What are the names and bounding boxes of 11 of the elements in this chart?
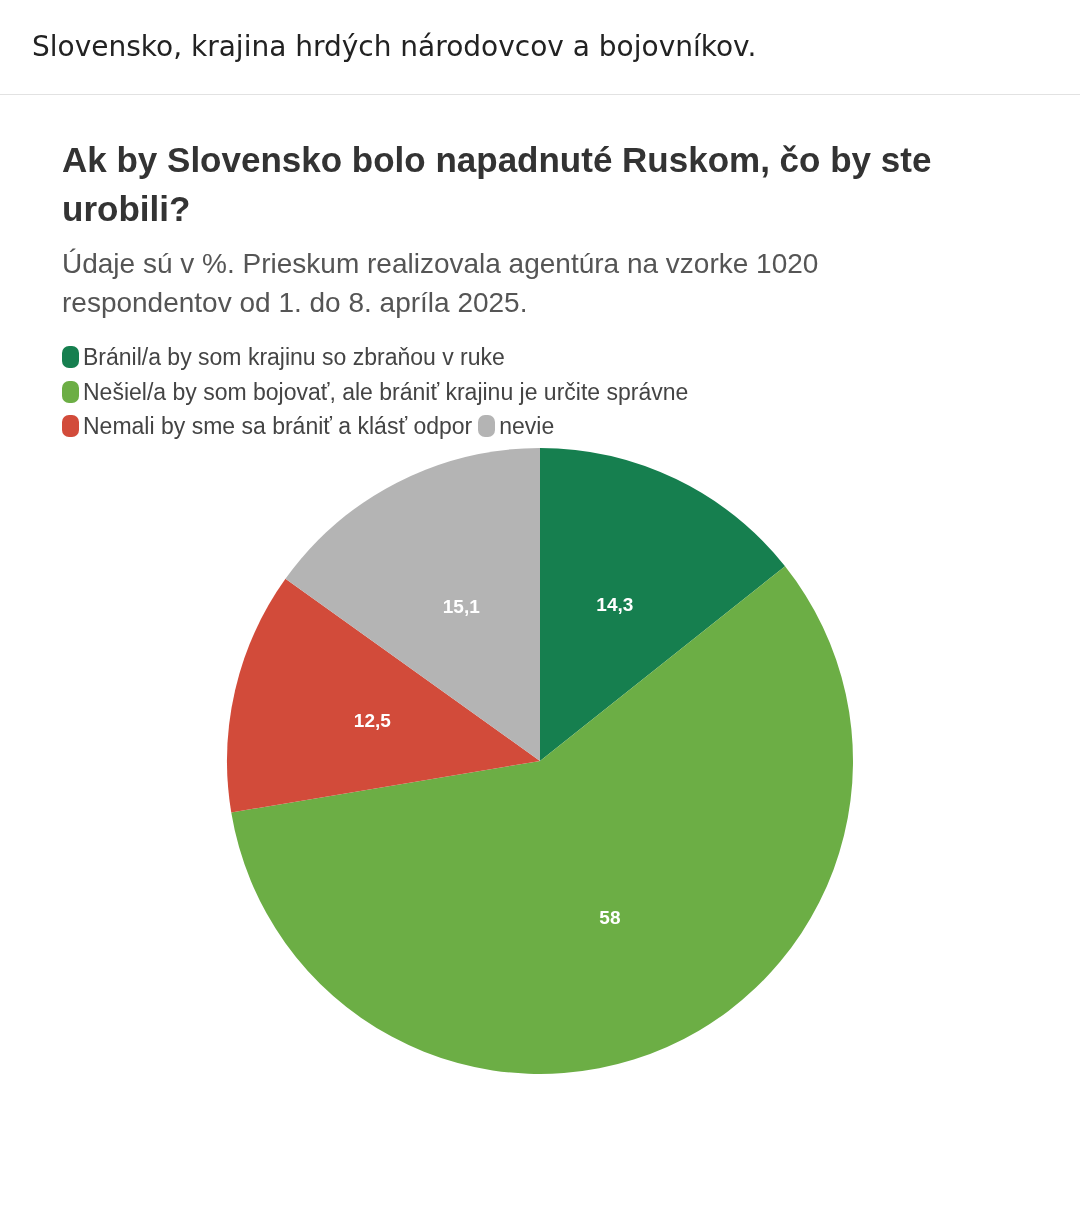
- legend-label: Bránil/a by som krajinu so zbraňou v ruke: [82, 343, 505, 373]
- chart-subtitle: Údaje sú v %. Prieskum realizovala agentúra na vzorke 1020 respondentov od 1. do 8. apríla 2025.: [62, 247, 820, 320]
- legend-label: Nemali by sme sa brániť a klásť odpor: [82, 412, 473, 442]
- legend-label: nevie: [498, 412, 555, 442]
- data-label: 12,5: [353, 710, 392, 732]
- text: Slovensko, krajina hrdých národovcov a bojovníkov.: [0, 0, 1080, 95]
- data-label: 15,1: [442, 595, 481, 617]
- data-label: 58: [599, 906, 621, 928]
- chart-title: Ak by Slovensko bolo napadnuté Ruskom, čo by ste urobili?: [62, 139, 933, 230]
- legend-label: Nešiel/a by som bojovať, ale brániť krajinu je určite správne: [82, 377, 689, 407]
- data-label: 14,3: [596, 593, 634, 615]
